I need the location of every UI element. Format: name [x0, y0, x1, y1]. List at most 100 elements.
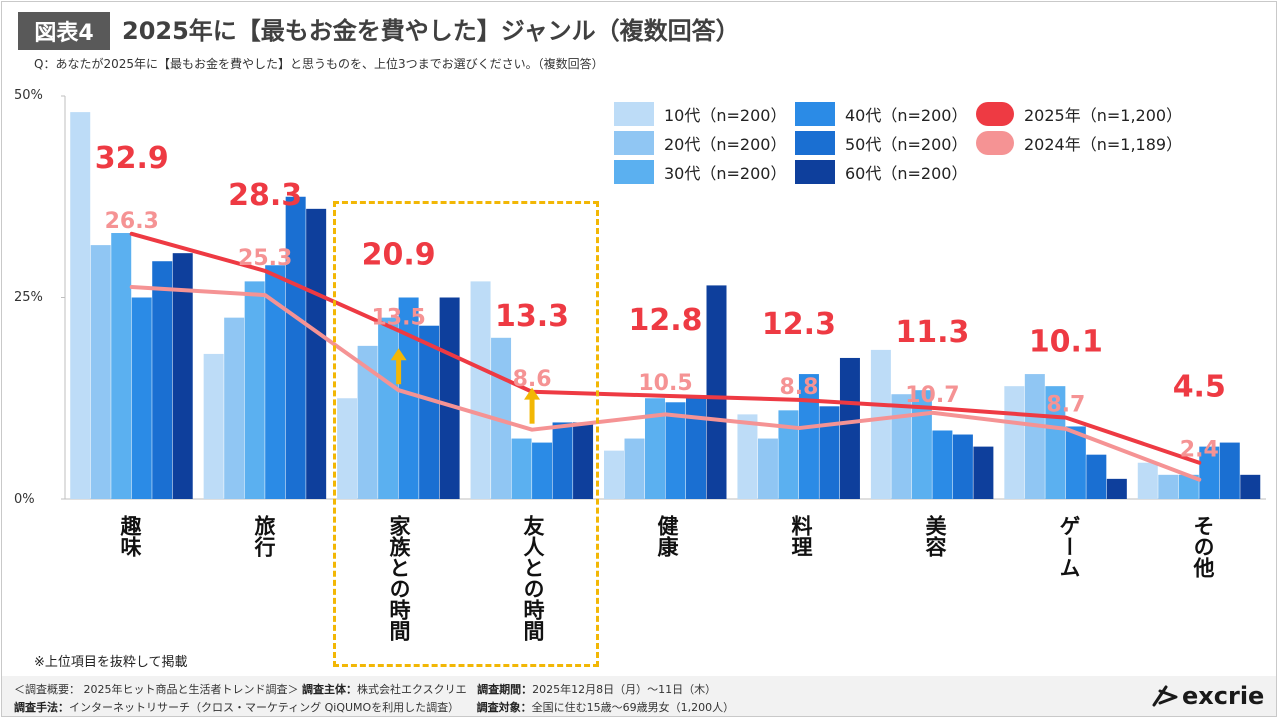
bar-30s — [645, 398, 665, 499]
legend-swatch — [614, 131, 654, 155]
bar-60s — [973, 446, 994, 499]
bar-50s — [686, 398, 706, 499]
bar-60s — [1106, 478, 1127, 499]
data-label-2025: 12.8 — [628, 303, 702, 338]
logo-mark-icon — [1152, 685, 1178, 707]
bar-50s — [285, 196, 306, 499]
bar-40s — [398, 297, 419, 499]
bar-60s — [439, 297, 460, 499]
bar-60s — [1240, 474, 1261, 499]
bar-30s — [1178, 474, 1199, 499]
bar-20s — [1158, 474, 1179, 499]
data-label-2025: 10.1 — [1029, 325, 1103, 360]
increase-arrow-head-icon — [390, 348, 407, 361]
bar-50s — [1086, 454, 1107, 499]
data-label-2025: 32.9 — [95, 141, 169, 176]
label-period: 調査期間： — [477, 683, 533, 696]
survey-footer — [2, 676, 1276, 716]
data-label-2024: 25.3 — [238, 246, 292, 271]
footer-line-1: ＜調査概要： 2025年ヒット商品と生活者トレンド調査＞ 調査主体：株式会社エク… — [14, 681, 716, 697]
bar-30s — [111, 233, 132, 499]
bar-40s — [1065, 426, 1086, 499]
label-sponsor: 調査主体： — [302, 683, 357, 696]
data-label-2024: 2.4 — [1180, 438, 1219, 463]
bar-30s — [378, 317, 399, 499]
increase-arrow-head-icon — [524, 387, 541, 400]
legend-swatch — [614, 102, 654, 126]
footer-line-2: 調査手法：インターネットリサーチ（クロス・マーケティング QiQUMOを利用した… — [14, 699, 734, 715]
bar-50s — [152, 261, 173, 499]
legend-label: 2024年（n=1,189） — [1024, 135, 1183, 154]
category-label: その他 — [1191, 515, 1215, 578]
legend-label: 2025年（n=1,200） — [1024, 106, 1183, 125]
data-label-2025: 28.3 — [228, 178, 302, 213]
bar-10s — [70, 112, 91, 500]
bar-30s — [511, 438, 532, 499]
bar-20s — [1024, 374, 1045, 499]
method-value: インターネットリサーチ（クロス・マーケティング QiQUMOを利用した調査） — [69, 701, 460, 714]
legend-item-50s: 50代（n=200） — [795, 131, 967, 155]
sponsor-value: 株式会社エクスクリエ — [357, 683, 467, 696]
data-label-2024: 8.8 — [779, 375, 818, 400]
bar-30s — [911, 390, 932, 499]
line-2024 — [129, 285, 1202, 482]
brand-logo: excrie — [1152, 682, 1264, 710]
chart-legend: 10代（n=200） 20代（n=200） 30代（n=200） 40代（n=2… — [614, 100, 1204, 186]
chart-title: 2025年に【最もお金を費やした】ジャンル（複数回答） — [122, 17, 740, 45]
category-label: 旅行 — [252, 515, 276, 557]
category-label: 料理 — [789, 515, 813, 557]
label-target: 調査対象： — [476, 701, 532, 714]
label-method: 調査手法： — [14, 701, 69, 714]
legend-swatch — [976, 102, 1014, 126]
legend-label: 30代（n=200） — [664, 164, 787, 183]
category-label: 友人との時間 — [521, 515, 545, 641]
bar-10s — [870, 349, 891, 499]
bar-60s — [839, 357, 860, 499]
legend-label: 50代（n=200） — [845, 135, 968, 154]
bar-50s — [552, 422, 573, 499]
legend-swatch — [795, 102, 835, 126]
legend-swatch — [976, 131, 1014, 155]
bar-50s — [1219, 442, 1240, 499]
bar-20s — [224, 317, 245, 499]
bar-40s — [131, 297, 152, 499]
legend-item-60s: 60代（n=200） — [795, 160, 967, 184]
legend-item-40s: 40代（n=200） — [795, 102, 967, 126]
bar-30s — [778, 410, 799, 499]
bar-30s — [244, 281, 265, 499]
legend-label: 60代（n=200） — [845, 164, 968, 183]
data-label-2025: 13.3 — [495, 299, 569, 334]
y-tick-label: 0% — [14, 492, 35, 507]
bar-10s — [1137, 462, 1158, 499]
figure-label: 図表4 — [18, 12, 110, 50]
legend-item-2024: 2024年（n=1,189） — [976, 131, 1182, 155]
survey-question: Q：あなたが2025年に【最もお金を費やした】と思うものを、上位3つまでお選びく… — [34, 57, 604, 71]
data-label-2024: 8.6 — [513, 367, 552, 392]
data-label-2024: 10.5 — [638, 371, 692, 396]
bar-60s — [706, 285, 727, 499]
legend-label: 10代（n=200） — [664, 106, 787, 125]
legend-label: 40代（n=200） — [845, 106, 968, 125]
data-label-2024: 26.3 — [105, 209, 159, 234]
category-label: 健康 — [655, 515, 679, 557]
data-label-2024: 10.7 — [905, 383, 959, 408]
data-label-2025: 20.9 — [362, 238, 436, 273]
bar-10s — [737, 414, 758, 499]
logo-text: excrie — [1182, 682, 1265, 710]
survey-name: ＜調査概要： 2025年ヒット商品と生活者トレンド調査＞ — [14, 683, 299, 696]
bar-40s — [1199, 446, 1220, 499]
bar-20s — [90, 245, 111, 499]
bar-10s — [337, 398, 358, 499]
category-label: ゲーム — [1057, 515, 1081, 578]
legend-item-10s: 10代（n=200） — [614, 102, 786, 126]
bar-10s — [604, 450, 624, 499]
legend-swatch — [795, 131, 835, 155]
legend-swatch — [795, 160, 835, 184]
category-label: 趣味 — [118, 515, 142, 557]
data-label-2024: 13.5 — [371, 306, 425, 331]
period-value: 2025年12月8日（月）〜11日（木） — [532, 683, 717, 696]
bar-50s — [952, 434, 973, 499]
highlight-box — [333, 201, 599, 667]
